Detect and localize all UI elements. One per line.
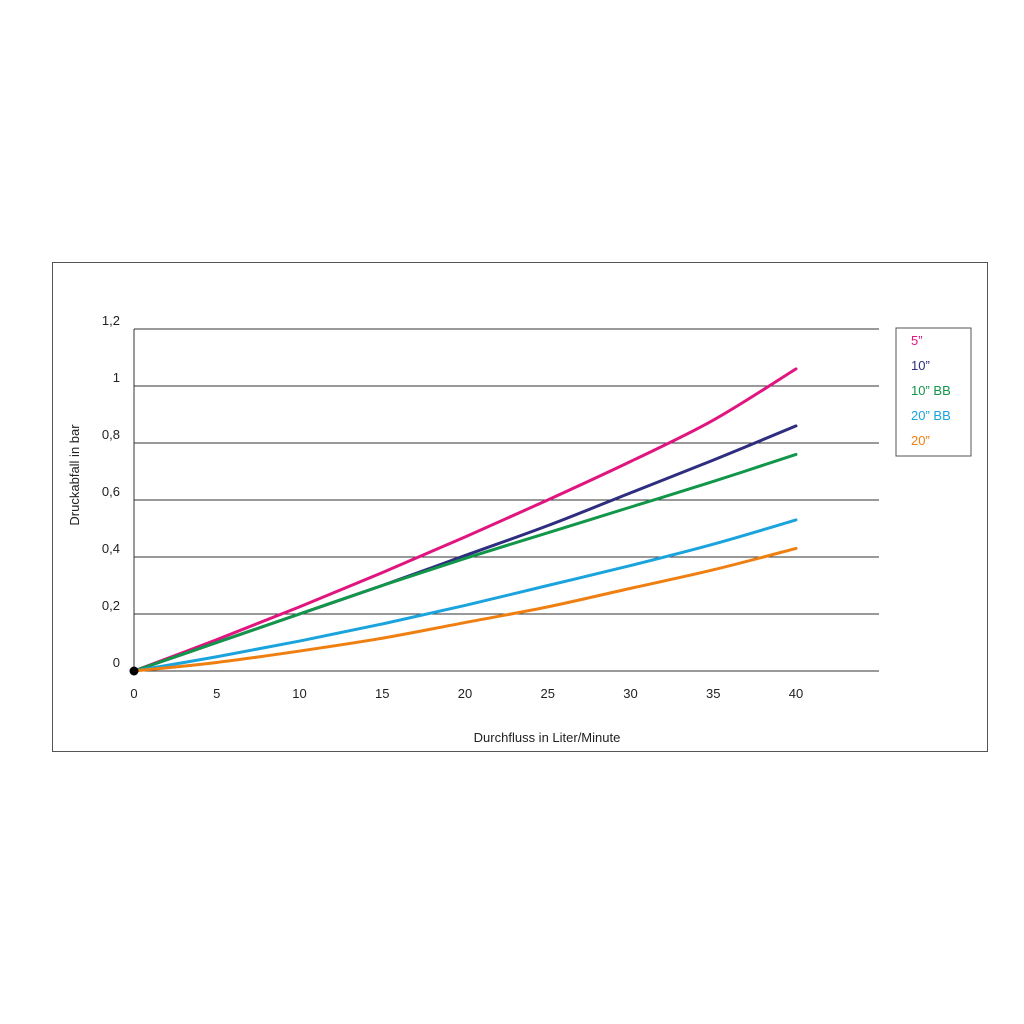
y-tick-label: 1,2	[102, 313, 120, 328]
series-line	[132, 367, 798, 673]
series-lines	[129, 367, 798, 676]
origin-point	[129, 666, 139, 676]
x-tick-label: 30	[623, 686, 637, 701]
y-tick-label: 1	[113, 370, 120, 385]
legend: 5” 10” 10” BB 20” BB 20”	[895, 327, 972, 457]
y-tick-label: 0,2	[102, 598, 120, 613]
legend-entry: 20”	[911, 433, 930, 448]
y-tick-label: 0	[113, 655, 120, 670]
legend-entry: 10” BB	[911, 383, 951, 398]
y-tick-label: 0,6	[102, 484, 120, 499]
legend-entry: 5”	[911, 333, 923, 348]
x-tick-label: 0	[130, 686, 137, 701]
legend-entry: 20” BB	[911, 408, 951, 423]
x-tick-label: 40	[789, 686, 803, 701]
tick-labels: 0 0,2 0,4 0,6 0,8 1 1,2 0 5 10 15 20 25 30 35 40	[102, 313, 803, 701]
x-tick-label: 25	[541, 686, 555, 701]
y-tick-label: 0,4	[102, 541, 120, 556]
series-line	[132, 546, 798, 673]
legend-box	[895, 327, 972, 457]
x-tick-label: 15	[375, 686, 389, 701]
y-axis-label: Druckabfall in bar	[67, 424, 82, 526]
x-tick-label: 10	[292, 686, 306, 701]
x-tick-label: 20	[458, 686, 472, 701]
y-tick-label: 0,8	[102, 427, 120, 442]
series-line	[132, 518, 798, 673]
chart-frame: 0 0,2 0,4 0,6 0,8 1 1,2 0 5 10 15 20 25 30 35 40 Drucka…	[52, 262, 988, 752]
gridlines	[134, 328, 879, 672]
line-chart: 0 0,2 0,4 0,6 0,8 1 1,2 0 5 10 15 20 25 30 35 40 Drucka…	[67, 313, 972, 745]
x-tick-label: 35	[706, 686, 720, 701]
x-tick-label: 5	[213, 686, 220, 701]
legend-entry: 10”	[911, 358, 930, 373]
x-axis-label: Durchfluss in Liter/Minute	[474, 730, 621, 745]
series-line	[132, 452, 798, 673]
